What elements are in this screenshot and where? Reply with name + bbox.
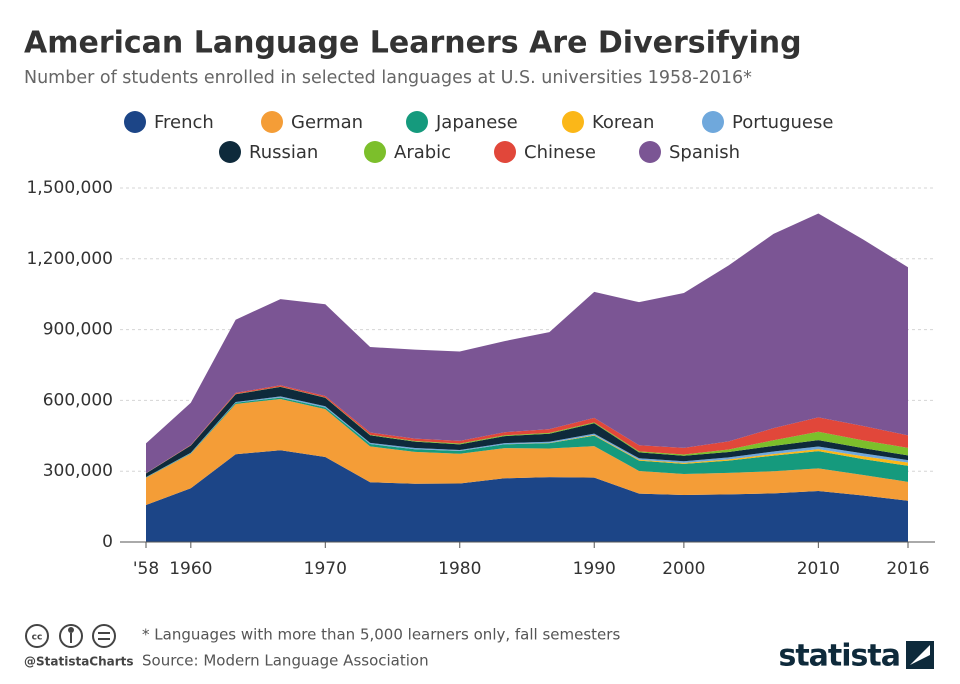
legend-label: Chinese <box>524 142 596 163</box>
legend-label: Russian <box>249 142 318 163</box>
x-tick-label: '58 <box>133 559 159 579</box>
y-tick-label: 0 <box>102 532 113 552</box>
area <box>146 386 908 474</box>
legend-swatch <box>261 111 283 133</box>
footnote: * Languages with more than 5,000 learner… <box>142 626 620 644</box>
x-tick-label: 2016 <box>886 559 929 579</box>
area <box>146 398 908 505</box>
x-tick-label: 1970 <box>304 559 347 579</box>
credit: @StatistaCharts <box>24 655 134 669</box>
chart-title: American Language Learners Are Diversify… <box>24 26 802 61</box>
y-tick-label: 600,000 <box>43 390 113 410</box>
y-tick-label: 1,500,000 <box>26 178 113 198</box>
brand-logo <box>906 641 934 669</box>
x-tick-label: 1980 <box>438 559 481 579</box>
legend-swatch <box>639 141 661 163</box>
legend-swatch <box>124 111 146 133</box>
cc-icons <box>25 624 116 648</box>
brand: statista <box>778 639 900 674</box>
area <box>146 450 908 542</box>
legend-label: German <box>291 112 363 133</box>
legend-label: Korean <box>592 112 654 133</box>
legend-label: Portuguese <box>732 112 833 133</box>
legend-swatch <box>364 141 386 163</box>
legend-swatch <box>702 111 724 133</box>
legend-label: Japanese <box>435 112 518 133</box>
legend-swatch <box>494 141 516 163</box>
legend-label: French <box>154 112 214 133</box>
source: Source: Modern Language Association <box>142 652 429 670</box>
legend-swatch <box>219 141 241 163</box>
y-tick-label: 900,000 <box>43 320 113 340</box>
x-tick-label: 1960 <box>169 559 212 579</box>
x-tick-label: 2010 <box>797 559 840 579</box>
x-tick-label: 1990 <box>573 559 616 579</box>
area <box>146 213 908 474</box>
chart-subtitle: Number of students enrolled in selected … <box>24 68 752 88</box>
y-tick-label: 1,200,000 <box>26 249 113 269</box>
legend-swatch <box>562 111 584 133</box>
legend-label: Arabic <box>394 142 451 163</box>
cc-text: cc <box>32 633 43 643</box>
x-tick-label: 2000 <box>662 559 705 579</box>
legend-swatch <box>406 111 428 133</box>
y-tick-label: 300,000 <box>43 461 113 481</box>
legend-label: Spanish <box>669 142 740 163</box>
area <box>146 386 908 478</box>
